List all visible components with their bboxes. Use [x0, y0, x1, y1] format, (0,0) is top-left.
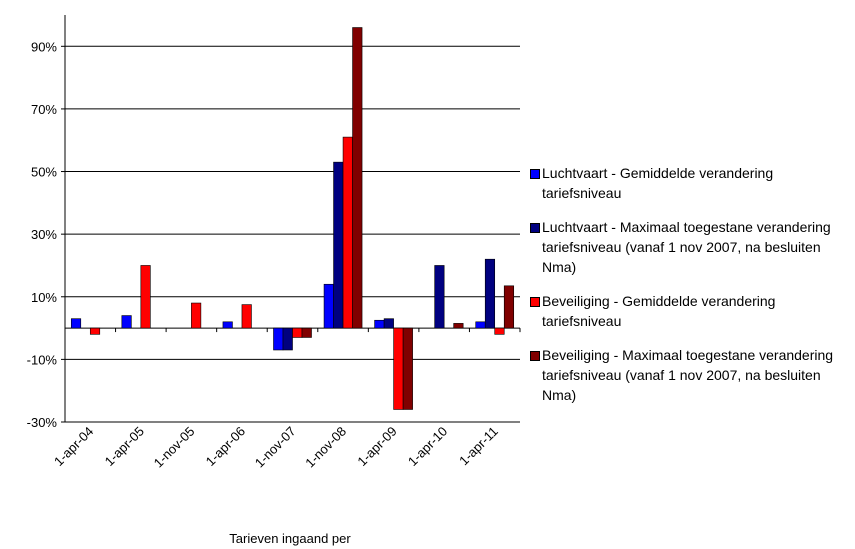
- x-tick-label: 1-apr-10: [405, 424, 450, 469]
- bar: [342, 136, 353, 329]
- x-tick-label: 1-nov-07: [252, 424, 299, 471]
- x-tick-label: 1-apr-05: [102, 424, 147, 469]
- bar: [453, 323, 464, 329]
- x-tick-label: 1-apr-11: [456, 424, 501, 469]
- y-tick-label: 50%: [31, 165, 57, 180]
- legend-label: Beveiliging - Maximaal toegestane verand…: [542, 347, 834, 403]
- bar: [121, 315, 132, 329]
- x-tick-label: 1-nov-05: [151, 424, 198, 471]
- bar: [333, 161, 344, 329]
- x-tick-label: 1-apr-06: [203, 424, 248, 469]
- bar: [241, 304, 252, 329]
- bar: [273, 327, 284, 351]
- legend-swatch: [530, 223, 540, 233]
- y-tick-label: -30%: [27, 415, 58, 430]
- bar: [89, 327, 101, 335]
- legend-swatch: [530, 297, 540, 307]
- bar: [402, 327, 413, 410]
- bar: [352, 27, 363, 329]
- legend-item: Luchtvaart - Maximaal toegestane verande…: [530, 217, 850, 277]
- y-tick-label: 30%: [31, 227, 57, 242]
- legend-swatch: [530, 351, 540, 361]
- bar: [374, 319, 385, 329]
- bar: [140, 265, 151, 329]
- x-axis-title: Tarieven ingaand per: [229, 531, 351, 546]
- bar: [292, 327, 303, 338]
- bar: [222, 321, 233, 329]
- y-tick-label: 10%: [31, 290, 57, 305]
- y-tick-label: 70%: [31, 102, 57, 117]
- bar: [301, 327, 312, 338]
- legend-label: Luchtvaart - Gemiddelde verandering tari…: [542, 165, 774, 201]
- legend-label: Luchtvaart - Maximaal toegestane verande…: [542, 219, 831, 275]
- bar: [434, 265, 445, 329]
- bar: [484, 258, 496, 329]
- y-tick-label: -10%: [27, 352, 58, 367]
- bar: [494, 327, 505, 335]
- bar: [383, 318, 394, 329]
- bar: [282, 327, 293, 351]
- legend-item: Beveiliging - Gemiddelde verandering tar…: [530, 291, 850, 331]
- bar: [503, 285, 515, 329]
- legend-item: Luchtvaart - Gemiddelde verandering tari…: [530, 163, 850, 203]
- legend-swatch: [530, 169, 540, 179]
- legend-item: Beveiliging - Maximaal toegestane verand…: [530, 345, 850, 405]
- bar: [70, 318, 82, 329]
- y-tick-label: 90%: [31, 39, 57, 54]
- legend: Luchtvaart - Gemiddelde verandering tari…: [530, 163, 850, 419]
- legend-label: Beveiliging - Gemiddelde verandering tar…: [542, 293, 776, 329]
- x-tick-label: 1-nov-08: [302, 424, 349, 471]
- bar: [393, 327, 404, 410]
- x-tick-label: 1-apr-09: [354, 424, 399, 469]
- x-tick-label: 1-apr-04: [51, 424, 96, 469]
- bar: [475, 321, 486, 329]
- bar: [191, 302, 202, 329]
- bar: [323, 283, 334, 329]
